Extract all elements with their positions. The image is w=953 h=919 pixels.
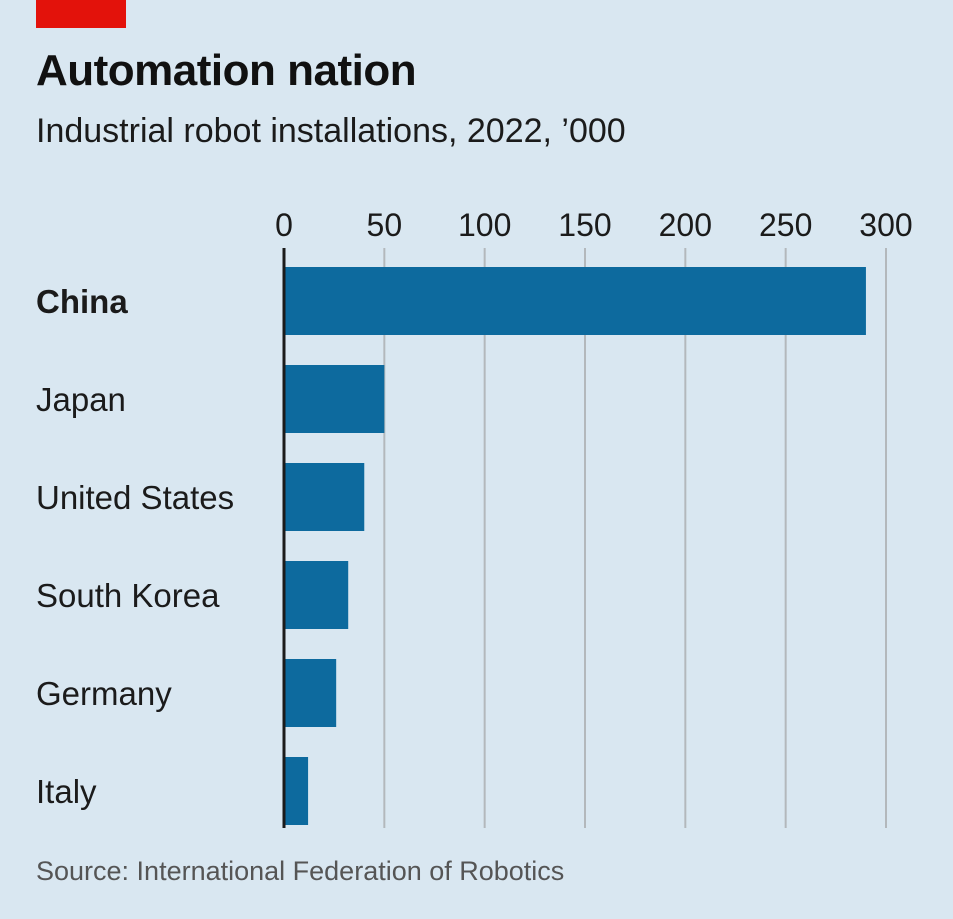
category-label-china: China — [36, 283, 128, 320]
source-note: Source: International Federation of Robo… — [36, 856, 565, 886]
bar-united-states — [284, 463, 365, 531]
bar-china — [284, 267, 866, 335]
x-tick-label-100: 100 — [458, 207, 511, 243]
x-tick-label-300: 300 — [859, 207, 912, 243]
x-tick-label-150: 150 — [558, 207, 611, 243]
bar-italy — [284, 757, 309, 825]
bar-germany — [284, 659, 337, 727]
bar-south-korea — [284, 561, 349, 629]
category-label-japan: Japan — [36, 381, 126, 418]
x-tick-label-50: 50 — [367, 207, 403, 243]
brand-red-tag — [36, 0, 126, 28]
x-tick-label-250: 250 — [759, 207, 812, 243]
chart-title: Automation nation — [36, 46, 417, 95]
bar-japan — [284, 365, 385, 433]
x-tick-label-200: 200 — [659, 207, 712, 243]
category-label-south-korea: South Korea — [36, 577, 220, 614]
category-label-united-states: United States — [36, 479, 234, 516]
chart-subtitle: Industrial robot installations, 2022, ’0… — [36, 112, 626, 150]
x-tick-label-0: 0 — [275, 207, 293, 243]
category-label-italy: Italy — [36, 773, 97, 810]
category-label-germany: Germany — [36, 675, 172, 712]
